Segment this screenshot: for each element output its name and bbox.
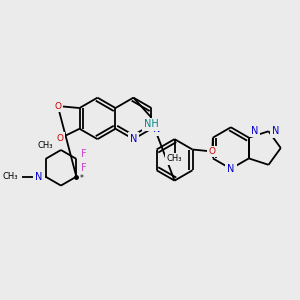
Text: *: * bbox=[79, 174, 83, 183]
Text: N: N bbox=[130, 134, 137, 144]
Text: N: N bbox=[153, 124, 161, 134]
Text: CH₃: CH₃ bbox=[167, 154, 182, 164]
Text: F: F bbox=[81, 149, 87, 159]
Text: O: O bbox=[209, 147, 216, 156]
Text: F: F bbox=[81, 163, 87, 173]
Text: N: N bbox=[227, 164, 235, 174]
Text: N: N bbox=[251, 126, 258, 136]
Text: N: N bbox=[35, 172, 43, 182]
Text: O: O bbox=[54, 101, 61, 110]
Text: NH: NH bbox=[144, 119, 159, 129]
Text: O: O bbox=[56, 134, 64, 143]
Text: N: N bbox=[272, 126, 279, 136]
Text: CH₃: CH₃ bbox=[38, 141, 53, 150]
Text: CH₃: CH₃ bbox=[2, 172, 18, 181]
